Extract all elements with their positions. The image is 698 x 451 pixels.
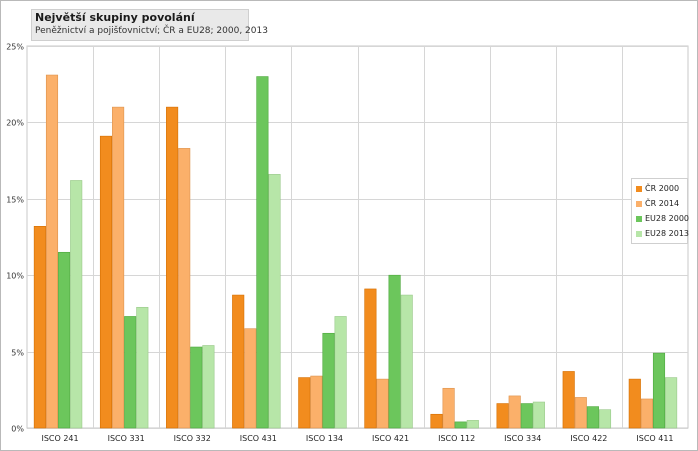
bar bbox=[574, 397, 587, 429]
bar bbox=[388, 274, 401, 429]
chart-subtitle: Peněžnictví a pojišťovnictví; ČR a EU28;… bbox=[35, 26, 268, 36]
chart-legend: ČR 2000 ČR 2014 EU28 2000 EU28 2013 bbox=[631, 178, 689, 244]
legend-item: EU28 2013 bbox=[636, 228, 689, 240]
bar bbox=[652, 352, 666, 429]
x-tick-label: ISCO 431 bbox=[240, 434, 277, 443]
bar bbox=[640, 398, 653, 429]
bar bbox=[508, 395, 521, 429]
x-tick-label: ISCO 422 bbox=[570, 434, 607, 443]
y-tick-label: 0% bbox=[11, 425, 24, 434]
bar bbox=[400, 294, 413, 429]
x-tick-label: ISCO 421 bbox=[372, 434, 409, 443]
legend-item: ČR 2014 bbox=[636, 198, 679, 210]
bar bbox=[376, 378, 389, 429]
legend-swatch bbox=[636, 215, 642, 222]
bar bbox=[665, 377, 678, 429]
x-tick-label: ISCO 134 bbox=[306, 434, 343, 443]
bar bbox=[178, 148, 191, 429]
bar bbox=[268, 174, 281, 429]
bar bbox=[112, 106, 125, 429]
bar bbox=[202, 345, 215, 429]
bar bbox=[430, 413, 443, 429]
legend-swatch bbox=[636, 200, 642, 207]
legend-label: EU28 2000 bbox=[645, 214, 689, 223]
bar bbox=[70, 180, 83, 429]
bar bbox=[364, 288, 377, 429]
legend-item: ČR 2000 bbox=[636, 183, 679, 195]
legend-item: EU28 2000 bbox=[636, 213, 689, 225]
bar bbox=[244, 328, 257, 429]
y-tick-label: 5% bbox=[11, 349, 24, 358]
x-tick-label: ISCO 411 bbox=[636, 434, 673, 443]
y-tick-label: 20% bbox=[6, 119, 24, 128]
bar bbox=[466, 420, 479, 429]
x-tick-label: ISCO 112 bbox=[438, 434, 475, 443]
bar bbox=[33, 226, 46, 429]
bar bbox=[562, 371, 575, 429]
x-tick-label: ISCO 331 bbox=[108, 434, 145, 443]
bar bbox=[190, 346, 203, 429]
bar bbox=[598, 409, 612, 429]
bar bbox=[298, 377, 311, 429]
bar bbox=[454, 421, 467, 429]
legend-label: ČR 2000 bbox=[645, 184, 680, 193]
bar bbox=[99, 135, 113, 429]
chart-title-box: Největší skupiny povolání Peněžnictví a … bbox=[31, 9, 268, 41]
legend-swatch bbox=[636, 185, 642, 192]
bar bbox=[586, 406, 599, 429]
bar bbox=[232, 294, 245, 429]
y-tick-label: 25% bbox=[6, 43, 24, 52]
bar bbox=[310, 375, 323, 429]
bar bbox=[136, 306, 149, 429]
bar bbox=[322, 332, 335, 429]
y-tick-label: 15% bbox=[6, 196, 24, 205]
bar bbox=[256, 76, 269, 429]
bar bbox=[628, 378, 641, 429]
x-tick-label: ISCO 332 bbox=[174, 434, 211, 443]
x-tick-label: ISCO 334 bbox=[504, 434, 541, 443]
x-tick-label: ISCO 241 bbox=[41, 434, 78, 443]
bar bbox=[58, 251, 71, 429]
bar bbox=[520, 403, 533, 429]
legend-label: ČR 2014 bbox=[645, 199, 680, 208]
bar bbox=[45, 74, 59, 429]
bar bbox=[532, 401, 545, 429]
bar bbox=[124, 316, 137, 429]
bar bbox=[166, 106, 179, 429]
legend-swatch bbox=[636, 230, 642, 237]
chart-title: Největší skupiny povolání bbox=[35, 11, 195, 24]
y-tick-label: 10% bbox=[6, 272, 24, 281]
bar bbox=[442, 387, 455, 429]
bar bbox=[334, 316, 347, 429]
legend-label: EU28 2013 bbox=[645, 229, 689, 238]
bar bbox=[496, 403, 509, 429]
